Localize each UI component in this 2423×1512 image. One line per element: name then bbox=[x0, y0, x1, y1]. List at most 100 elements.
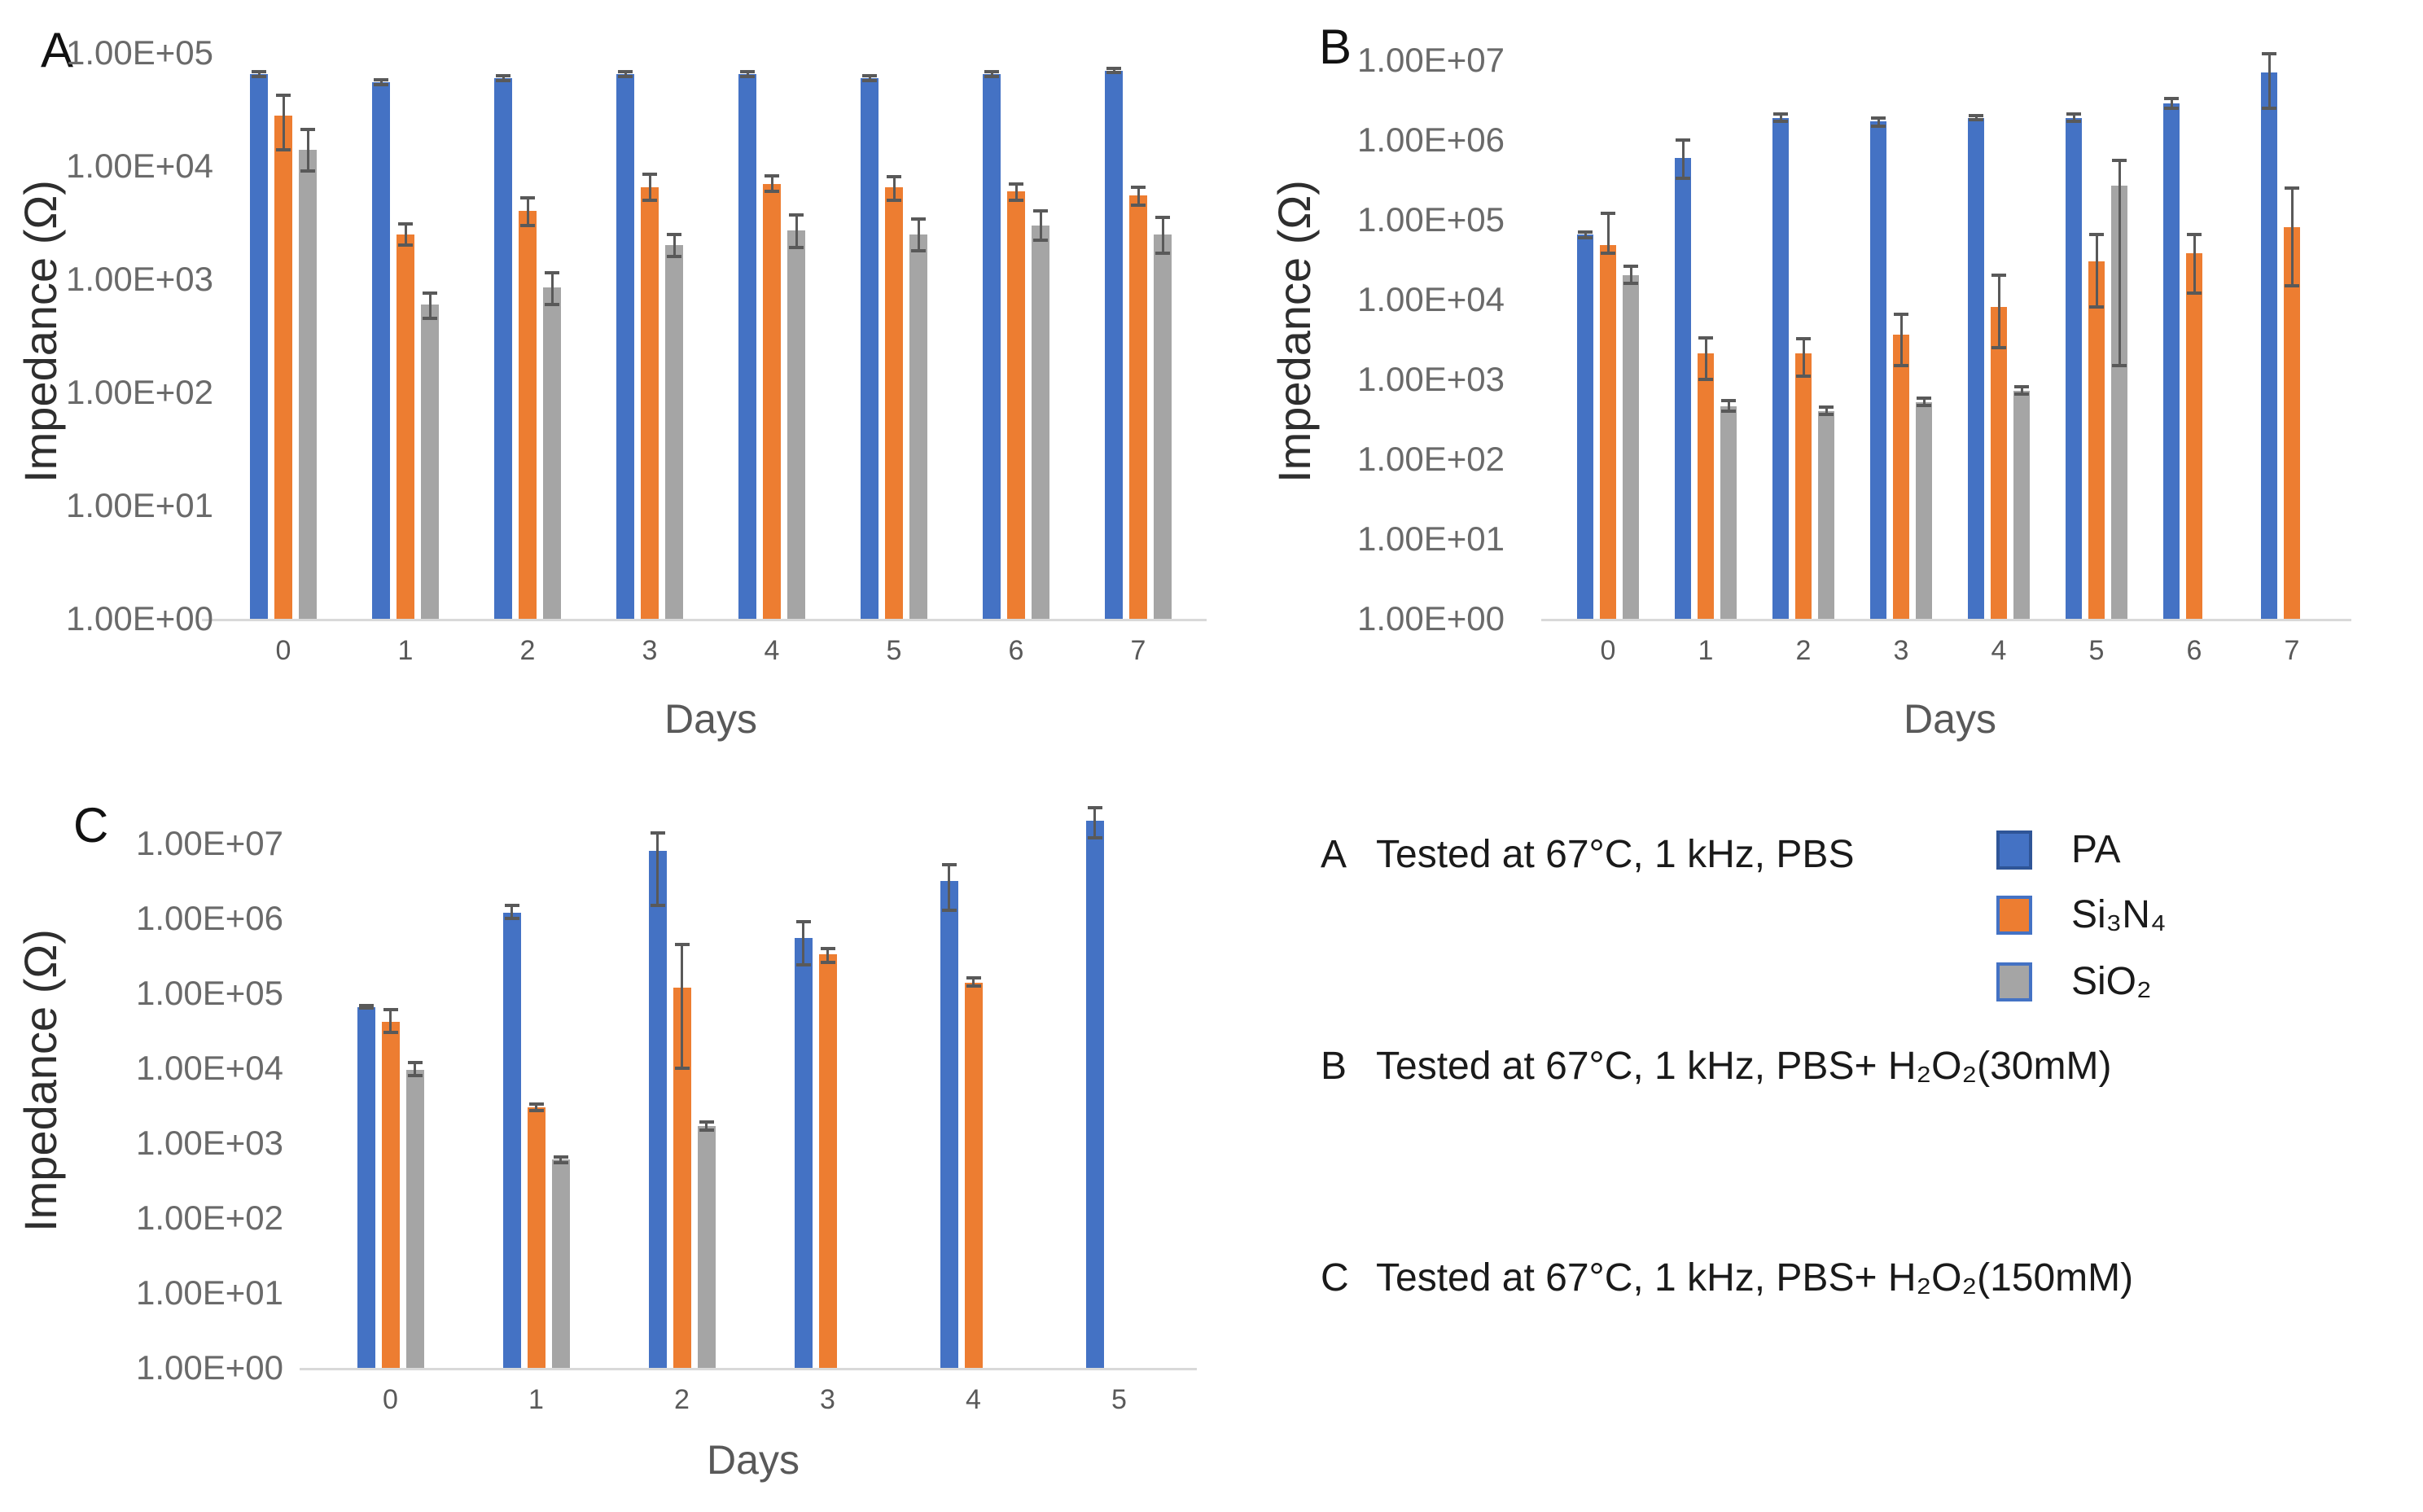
error-bar-cap-top bbox=[699, 1120, 714, 1124]
error-bar bbox=[1779, 114, 1782, 122]
error-bar bbox=[681, 944, 683, 1068]
error-bar-cap-bottom bbox=[941, 908, 957, 912]
error-bar-cap-top bbox=[1087, 806, 1102, 810]
error-bar bbox=[1899, 314, 1903, 366]
error-bar bbox=[1606, 213, 1610, 254]
y-tick-label: 1.00E+02 bbox=[65, 373, 213, 411]
error-bar bbox=[414, 1062, 416, 1076]
error-bar-cap-bottom bbox=[520, 223, 535, 227]
error-bar-cap-top bbox=[520, 196, 535, 200]
error-bar-cap-top bbox=[1773, 112, 1788, 116]
error-bar-cap-bottom bbox=[374, 83, 388, 87]
error-bar bbox=[705, 1122, 708, 1130]
error-bar-cap-top bbox=[374, 77, 388, 81]
error-bar-cap-top bbox=[765, 173, 779, 177]
y-tick-label: 1.00E+02 bbox=[1356, 440, 1505, 478]
error-bar-cap-top bbox=[1917, 397, 1931, 401]
error-bar-cap-bottom bbox=[1894, 363, 1908, 367]
error-bar bbox=[1704, 338, 1707, 379]
error-bar-cap-bottom bbox=[1087, 835, 1102, 839]
x-tick-label: 6 bbox=[2186, 635, 2202, 666]
error-bar-cap-top bbox=[553, 1155, 568, 1159]
error-bar-cap-bottom bbox=[1676, 177, 1690, 181]
bar-sio2-day3 bbox=[665, 245, 683, 619]
error-bar bbox=[404, 223, 407, 246]
error-bar bbox=[1112, 68, 1115, 73]
error-bar-cap-bottom bbox=[618, 74, 633, 78]
error-bar-cap-top bbox=[1991, 274, 2006, 278]
x-tick-label: 5 bbox=[2088, 635, 2105, 666]
error-bar-cap-bottom bbox=[2089, 305, 2104, 309]
error-bar-cap-bottom bbox=[1991, 346, 2006, 349]
bar-si3n4-day6 bbox=[1007, 191, 1025, 619]
error-bar-cap-top bbox=[1106, 66, 1121, 70]
x-axis-line bbox=[202, 619, 1207, 621]
panel-b-letter: B bbox=[1319, 20, 1352, 74]
bar-pa-day4 bbox=[940, 880, 958, 1368]
error-bar-cap-bottom bbox=[1773, 120, 1788, 124]
bar-si3n4-day7 bbox=[2284, 227, 2300, 619]
caption-b-text: Tested at 67°C, 1 kHz, PBS+ H₂O₂(30mM) bbox=[1376, 1045, 2112, 1088]
error-bar-cap-top bbox=[674, 942, 690, 946]
bar-pa-day0 bbox=[1577, 234, 1593, 619]
y-tick-label: 1.00E+01 bbox=[135, 1273, 283, 1312]
error-bar-cap-top bbox=[407, 1060, 423, 1064]
error-bar-cap-top bbox=[1871, 116, 1886, 120]
bar-si3n4-day7 bbox=[1129, 195, 1147, 619]
x-tick-label: 0 bbox=[383, 1384, 398, 1415]
error-bar-cap-top bbox=[423, 291, 437, 296]
bar-pa-day1 bbox=[1675, 157, 1691, 619]
error-bar-cap-bottom bbox=[887, 198, 901, 202]
error-bar bbox=[1014, 183, 1018, 200]
error-bar bbox=[1727, 401, 1730, 411]
error-bar-cap-bottom bbox=[496, 78, 510, 82]
bar-si3n4-day4 bbox=[1991, 307, 2007, 619]
bar-pa-day7 bbox=[1105, 70, 1123, 619]
error-bar-cap-bottom bbox=[862, 78, 877, 82]
bar-sio2-day0 bbox=[405, 1070, 424, 1368]
error-bar-cap-top bbox=[496, 73, 510, 77]
error-bar-cap-top bbox=[1578, 230, 1593, 234]
error-bar-cap-bottom bbox=[911, 248, 926, 252]
legend-label-pa: PA bbox=[2071, 828, 2121, 871]
bar-si3n4-day4 bbox=[964, 982, 983, 1368]
error-bar bbox=[2118, 160, 2121, 366]
error-bar-cap-bottom bbox=[1155, 251, 1170, 255]
error-bar bbox=[1922, 398, 1926, 406]
legend-swatch-sio2 bbox=[1996, 962, 2032, 1001]
error-bar-cap-top bbox=[618, 70, 633, 74]
x-tick-label: 4 bbox=[764, 635, 780, 666]
bar-pa-day3 bbox=[616, 74, 634, 619]
bar-si3n4-day3 bbox=[818, 954, 837, 1368]
error-bar-cap-bottom bbox=[504, 917, 519, 920]
bar-sio2-day5 bbox=[2111, 185, 2127, 619]
error-bar-cap-top bbox=[2014, 385, 2029, 389]
error-bar bbox=[510, 905, 513, 918]
error-bar bbox=[379, 79, 383, 85]
error-bar bbox=[2072, 114, 2075, 122]
legend-swatch-si3n4 bbox=[1996, 896, 2032, 935]
error-bar-cap-bottom bbox=[765, 189, 779, 193]
error-bar bbox=[1039, 211, 1042, 241]
bar-pa-day2 bbox=[494, 77, 512, 619]
caption-c-letter: C bbox=[1321, 1256, 1349, 1299]
bar-si3n4-day0 bbox=[274, 115, 292, 619]
error-bar bbox=[2095, 234, 2098, 308]
error-bar-cap-top bbox=[528, 1102, 544, 1107]
y-tick-label: 1.00E+00 bbox=[1356, 599, 1505, 638]
y-tick-label: 1.00E+04 bbox=[135, 1049, 283, 1087]
error-bar-cap-top bbox=[2285, 186, 2299, 190]
error-bar bbox=[282, 95, 285, 150]
error-bar-cap-top bbox=[300, 128, 315, 132]
error-bar-cap-bottom bbox=[398, 243, 413, 248]
bar-pa-day6 bbox=[2163, 103, 2180, 619]
caption-a-text: Tested at 67°C, 1 kHz, PBS bbox=[1376, 833, 1855, 876]
bar-sio2-day0 bbox=[1623, 275, 1639, 619]
bar-sio2-day2 bbox=[543, 287, 561, 619]
error-bar-cap-bottom bbox=[2262, 107, 2276, 110]
error-bar bbox=[1877, 117, 1880, 126]
error-bar-cap-bottom bbox=[1601, 252, 1615, 256]
error-bar-cap-top bbox=[1894, 313, 1908, 317]
x-axis-line bbox=[300, 1368, 1197, 1370]
error-bar-cap-top bbox=[2164, 97, 2179, 101]
